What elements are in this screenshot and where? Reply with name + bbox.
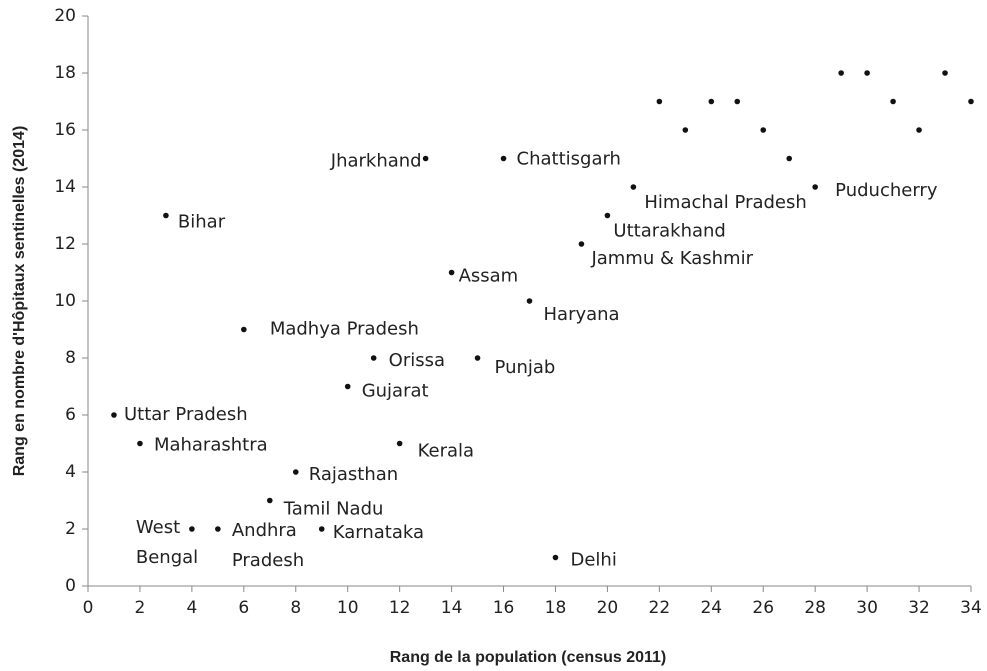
point bbox=[604, 212, 611, 219]
point bbox=[448, 269, 455, 276]
y-tick-label: 14 bbox=[54, 177, 76, 197]
point bbox=[241, 326, 247, 333]
x-tick-label: 26 bbox=[752, 598, 774, 618]
x-tick-label: 2 bbox=[135, 598, 146, 618]
y-tick-label: 10 bbox=[54, 291, 76, 311]
point bbox=[812, 184, 818, 190]
point bbox=[760, 127, 767, 133]
point bbox=[474, 355, 481, 361]
x-tick-label: 6 bbox=[238, 598, 249, 618]
y-tick-label: 4 bbox=[65, 462, 76, 482]
point bbox=[708, 98, 715, 105]
x-tick-label: 32 bbox=[908, 598, 930, 618]
point bbox=[396, 440, 403, 447]
point-label: Rajasthan bbox=[309, 464, 398, 485]
point bbox=[318, 526, 325, 532]
point bbox=[370, 355, 377, 361]
point-label: Orissa bbox=[389, 350, 445, 371]
point-label: Karnataka bbox=[333, 522, 424, 543]
point bbox=[864, 70, 870, 76]
x-tick-label: 34 bbox=[960, 598, 982, 618]
y-tick-label: 8 bbox=[65, 348, 76, 368]
point-label: Gujarat bbox=[362, 381, 429, 402]
y-tick-label: 6 bbox=[65, 405, 76, 425]
point bbox=[942, 70, 948, 76]
point bbox=[111, 412, 117, 418]
y-tick-label: 16 bbox=[54, 120, 76, 140]
point bbox=[734, 98, 741, 105]
point-label: Punjab bbox=[495, 357, 556, 378]
point-label: Puducherry bbox=[835, 180, 938, 201]
point bbox=[422, 155, 429, 162]
x-tick-label: 12 bbox=[389, 598, 411, 618]
x-tick-label: 20 bbox=[597, 598, 619, 618]
x-tick-label: 30 bbox=[856, 598, 878, 618]
y-tick-label: 12 bbox=[54, 234, 76, 254]
point-label: Tamil Nadu bbox=[283, 499, 384, 520]
point-label: Jammu & Kashmir bbox=[590, 248, 753, 269]
point bbox=[838, 70, 844, 76]
y-tick-label: 20 bbox=[54, 6, 76, 26]
point bbox=[916, 127, 922, 133]
x-tick-label: 8 bbox=[290, 598, 301, 618]
x-tick-label: 24 bbox=[700, 598, 722, 618]
point bbox=[578, 241, 585, 247]
x-tick-label: 18 bbox=[545, 598, 567, 618]
point-label: Uttarakhand bbox=[613, 221, 725, 242]
x-tick-label: 16 bbox=[493, 598, 515, 618]
point bbox=[526, 298, 533, 304]
point bbox=[163, 212, 169, 219]
point bbox=[266, 497, 273, 504]
point bbox=[552, 554, 559, 561]
point-label: Maharashtra bbox=[154, 435, 268, 456]
x-tick-label: 0 bbox=[83, 598, 94, 618]
y-axis-title: Rang en nombre d'Hôpitaux sentinelles (2… bbox=[11, 126, 28, 477]
point bbox=[968, 98, 974, 105]
point bbox=[292, 469, 299, 475]
point-label: Assam bbox=[459, 266, 519, 287]
y-tick-label: 0 bbox=[65, 576, 76, 596]
point bbox=[890, 98, 896, 105]
y-tick-label: 2 bbox=[65, 519, 76, 539]
x-tick-label: 28 bbox=[804, 598, 826, 618]
point bbox=[137, 440, 143, 447]
point bbox=[656, 98, 663, 105]
point-label: Himachal Pradesh bbox=[644, 192, 806, 213]
point bbox=[344, 383, 351, 390]
point bbox=[682, 127, 689, 133]
point-label: Chattisgarh bbox=[517, 149, 621, 170]
point-label: Bihar bbox=[178, 212, 226, 233]
x-tick-label: 14 bbox=[441, 598, 463, 618]
point-label: Jharkhand bbox=[330, 151, 422, 172]
y-tick-label: 18 bbox=[54, 63, 76, 83]
point bbox=[189, 526, 195, 532]
point bbox=[215, 526, 221, 532]
x-tick-label: 10 bbox=[337, 598, 359, 618]
point-label: Andhra Pradesh bbox=[232, 520, 304, 571]
point-label: Uttar Pradesh bbox=[124, 404, 248, 425]
point bbox=[500, 155, 507, 162]
point-label: West Bengal bbox=[136, 517, 198, 568]
x-tick-label: 4 bbox=[186, 598, 197, 618]
point-label: Haryana bbox=[544, 304, 620, 325]
point bbox=[786, 155, 793, 162]
x-tick-label: 22 bbox=[649, 598, 671, 618]
x-axis-title: Rang de la population (census 2011) bbox=[390, 649, 667, 666]
point-label: Madhya Pradesh bbox=[270, 319, 419, 340]
point-label: Kerala bbox=[418, 441, 474, 462]
point-label: Delhi bbox=[570, 550, 616, 571]
point bbox=[630, 184, 637, 190]
